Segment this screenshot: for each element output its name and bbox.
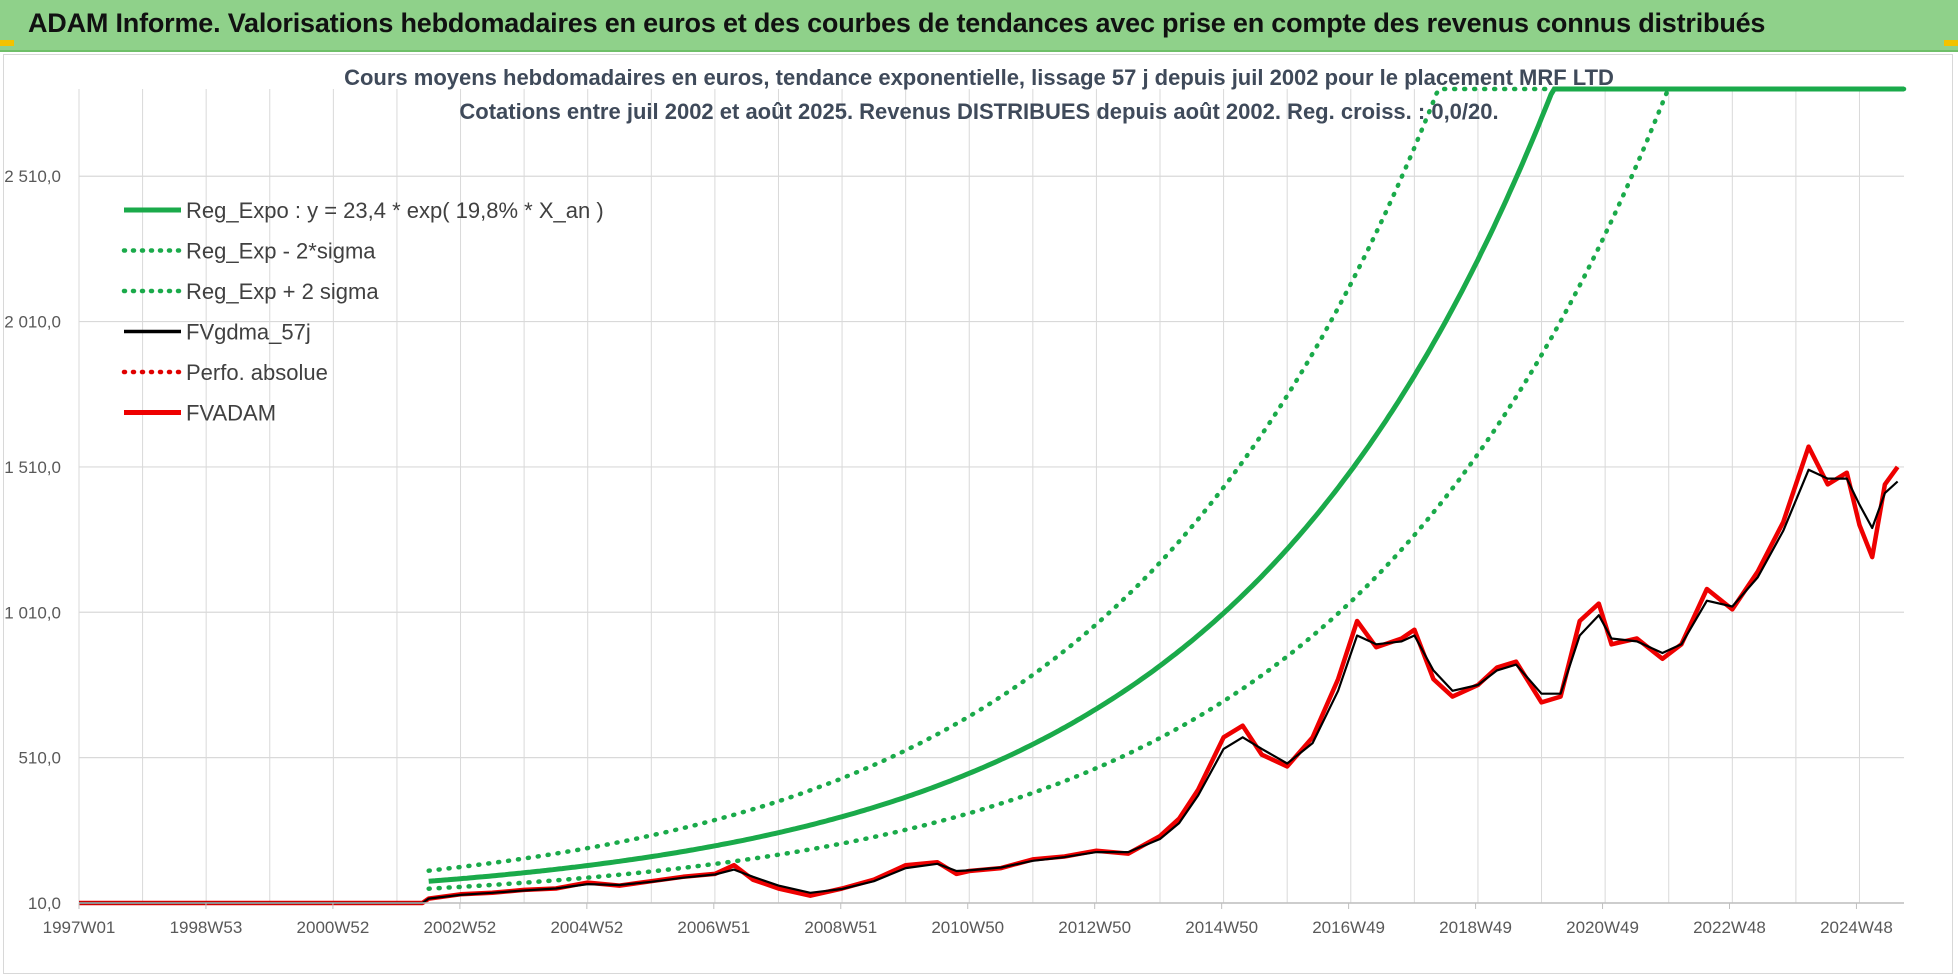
perfo-absolue-line [79,444,1899,904]
x-tick-label: 2018W49 [1439,918,1512,937]
x-tick-label: 2016W49 [1312,918,1385,937]
x-tick-label: 2002W52 [423,918,496,937]
legend-label: Reg_Exp + 2 sigma [186,279,379,304]
fvadam-line [79,444,1900,906]
legend-item: Reg_Exp + 2 sigma [121,279,379,304]
reg-exp-minus-2sigma-line [426,86,1907,891]
x-tick-label: 1998W53 [170,918,243,937]
x-tick-label: 2012W50 [1058,918,1131,937]
legend-label: Reg_Exp - 2*sigma [186,239,376,264]
x-tick-label: 2004W52 [550,918,623,937]
x-tick-label: 2020W49 [1566,918,1639,937]
x-tick-label: 2006W51 [677,918,750,937]
report-header: ADAM Informe. Valorisations hebdomadaire… [0,0,1958,52]
chart-title-line-1: Cours moyens hebdomadaires en euros, ten… [344,65,1614,90]
fvgdma-57j-line [79,468,1899,905]
legend-item: FVgdma_57j [124,320,311,345]
chart-title-line-2: Cotations entre juil 2002 et août 2025. … [459,99,1498,124]
legend-item: FVADAM [124,401,276,426]
legend-label: Reg_Expo : y = 23,4 * exp( 19,8% * X_an … [186,198,604,223]
y-tick-label: 1 010,0 [4,603,61,622]
corner-marker-left [0,40,14,46]
legend-item: Reg_Expo : y = 23,4 * exp( 19,8% * X_an … [124,198,604,223]
legend-item: Reg_Exp - 2*sigma [121,239,376,264]
grid [78,89,1904,904]
y-tick-label: 1 510,0 [4,458,61,477]
legend-label: Perfo. absolue [186,360,328,385]
x-tick-label: 2014W50 [1185,918,1258,937]
x-tick-label: 2022W48 [1693,918,1766,937]
x-tick-label: 2000W52 [297,918,370,937]
x-tick-label: 2008W51 [804,918,877,937]
chart-area: 10,0 510,0 1 010,0 1 510,0 2 010,0 2 510,0 199… [3,54,1953,974]
y-tick-label: 510,0 [18,749,61,768]
legend-item: Perfo. absolue [121,360,328,385]
y-tick-label: 2 010,0 [4,313,61,332]
series-layer [79,86,1907,906]
corner-marker-right [1944,40,1958,46]
x-tick-label: 2024W48 [1820,918,1893,937]
x-tick-label: 1997W01 [43,918,116,937]
legend: Reg_Expo : y = 23,4 * exp( 19,8% * X_an … [121,198,604,426]
axes: 10,0 510,0 1 010,0 1 510,0 2 010,0 2 510,0 199… [4,167,1904,937]
y-tick-label: 2 510,0 [4,167,61,186]
x-tick-label: 2010W50 [931,918,1004,937]
chart: 10,0 510,0 1 010,0 1 510,0 2 010,0 2 510,0 199… [4,65,1907,937]
legend-label: FVADAM [186,401,276,426]
y-tick-label: 10,0 [28,894,61,913]
reg-expo-line [428,86,1904,884]
legend-label: FVgdma_57j [186,320,311,345]
report-title: ADAM Informe. Valorisations hebdomadaire… [28,8,1766,38]
reg-exp-plus-2sigma-line [426,86,1907,873]
